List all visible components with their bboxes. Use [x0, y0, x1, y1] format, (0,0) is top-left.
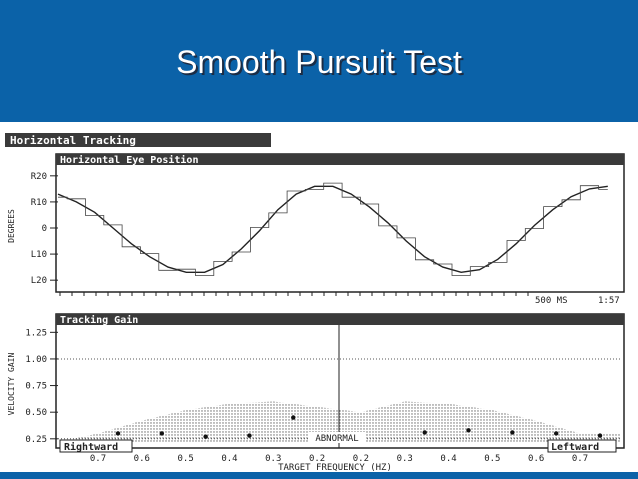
leftward-gain-point [510, 430, 515, 435]
target-frequency-axis-label: TARGET FREQUENCY (HZ) [278, 463, 392, 472]
eye-trace [58, 182, 608, 276]
frequency-tick-label: 0.4 [440, 454, 456, 464]
frequency-tick-label: 0.7 [90, 454, 106, 464]
frequency-tick-label: 0.6 [528, 454, 544, 464]
chart-area: Horizontal Tracking Horizontal Eye Posit… [0, 122, 638, 473]
slide-header [0, 0, 638, 122]
abnormal-label: ABNORMAL [315, 434, 358, 444]
eye-position-title: Horizontal Eye Position [60, 154, 198, 166]
y-tick-label: 0.75 [25, 382, 47, 392]
frequency-tick-label: 0.3 [397, 454, 413, 464]
chart-figure: Horizontal Tracking Horizontal Eye Posit… [5, 133, 625, 473]
y-tick-label: L20 [31, 276, 47, 286]
rightward-gain-point [159, 431, 165, 436]
y-tick-label: 1.25 [25, 328, 47, 338]
y-tick-label: L10 [31, 250, 47, 260]
abnormal-label-bg [308, 432, 366, 443]
leftward-gain-point [597, 433, 603, 438]
velocity-gain-axis-label: VELOCITY GAIN [7, 353, 16, 416]
target-trace [57, 185, 608, 274]
frequency-tick-label: 0.5 [484, 454, 500, 464]
degrees-axis-label: DEGREES [7, 209, 16, 243]
leftward-gain-point [466, 428, 471, 433]
tracking-gain-title-bar [56, 314, 624, 325]
slide-title: Smooth Pursuit Test [176, 44, 462, 80]
slide-bottom-band [0, 472, 638, 479]
eye-position-title-bar [56, 154, 624, 165]
section-title-bar [5, 133, 271, 147]
frequency-tick-label: 0.5 [178, 454, 194, 464]
eye-position-panel [55, 153, 625, 293]
frequency-tick-label: 0.2 [309, 454, 325, 464]
leftward-gain-point [553, 431, 559, 436]
leftward-label-box [547, 439, 617, 453]
y-tick-label: 0.50 [25, 408, 47, 418]
rightward-label: Rightward [64, 441, 118, 453]
frequency-tick-label: 0.2 [353, 454, 369, 464]
leftward-label: Leftward [551, 442, 599, 453]
y-tick-label: 1.00 [25, 355, 47, 365]
time-scale-label: 500 MS [535, 296, 568, 306]
time-axis-strip [56, 291, 624, 296]
rightward-gain-point [203, 434, 208, 439]
frequency-tick-label: 0.7 [572, 454, 588, 464]
frequency-tick-label: 0.3 [265, 454, 281, 464]
y-tick-label: R10 [31, 198, 47, 208]
y-tick-label: 0 [42, 224, 47, 234]
y-tick-label: R20 [31, 172, 47, 182]
tracking-gain-title: Tracking Gain [60, 314, 138, 326]
rightward-label-box [59, 439, 133, 453]
leftward-gain-point [422, 430, 427, 435]
frequency-tick-label: 0.4 [221, 454, 237, 464]
section-title: Horizontal Tracking [10, 134, 136, 147]
rightward-gain-point [291, 415, 296, 420]
y-tick-label: 0.25 [25, 435, 47, 445]
frequency-tick-label: 0.6 [134, 454, 150, 464]
rightward-gain-point [115, 431, 121, 436]
time-readout: 1:57 [598, 296, 620, 306]
rightward-gain-point [247, 433, 252, 438]
